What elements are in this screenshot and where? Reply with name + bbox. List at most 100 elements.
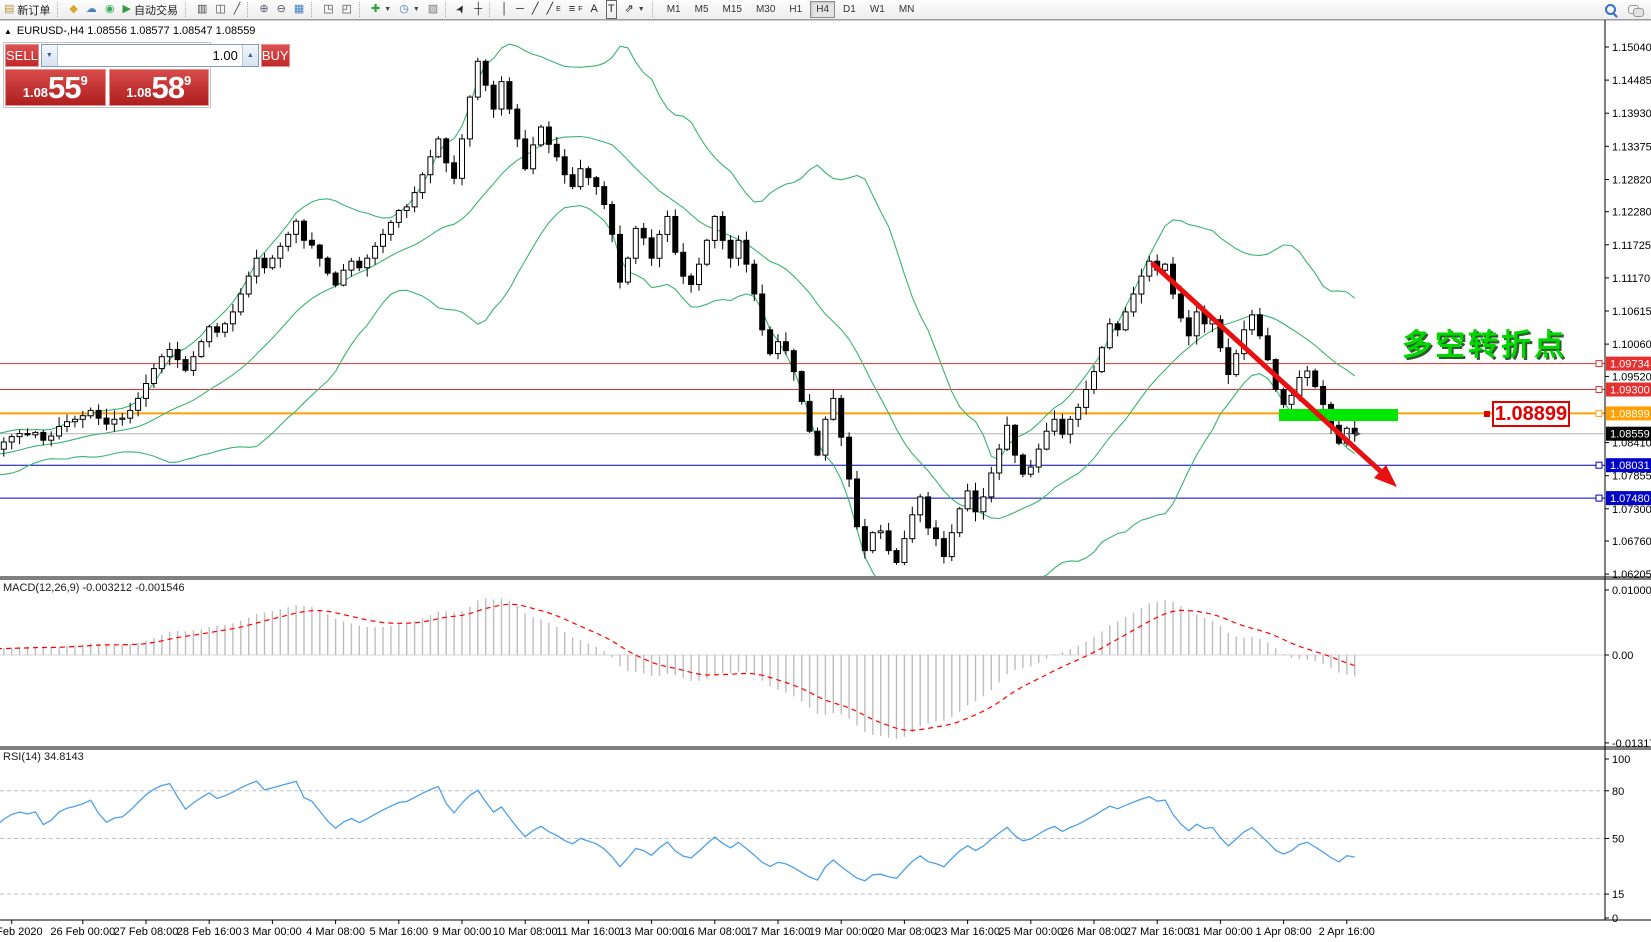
svg-text:1.15040: 1.15040	[1612, 42, 1651, 54]
svg-text:20 Mar 08:00: 20 Mar 08:00	[872, 926, 937, 938]
cursor-icon[interactable]: ➤	[453, 2, 469, 17]
toolbar-separator	[651, 2, 657, 17]
timeframe-m1[interactable]: M1	[666, 4, 681, 15]
svg-text:11 Mar 16:00: 11 Mar 16:00	[556, 926, 620, 938]
svg-text:25 Mar 00:00: 25 Mar 00:00	[998, 926, 1063, 938]
equidistant-channel-icon[interactable]: ╱ E	[546, 3, 561, 15]
svg-text:28 Feb 16:00: 28 Feb 16:00	[177, 926, 242, 938]
timeframe-h4[interactable]: H4	[810, 1, 836, 18]
svg-text:1.09734: 1.09734	[1610, 359, 1650, 371]
label-icon[interactable]: T	[602, 0, 621, 19]
svg-text:1.09300: 1.09300	[1610, 385, 1650, 397]
tile-windows-icon[interactable]: ▦	[293, 3, 305, 15]
svg-text:1.07480: 1.07480	[1610, 493, 1650, 505]
timeframe-w1[interactable]: W1	[869, 4, 885, 15]
svg-text:27 Feb 08:00: 27 Feb 08:00	[114, 926, 179, 938]
text-icon[interactable]: A	[590, 3, 598, 15]
svg-text:15: 15	[1612, 889, 1624, 901]
svg-text:17 Mar 16:00: 17 Mar 16:00	[746, 926, 811, 938]
layouts-icon[interactable]: ◆	[69, 3, 78, 15]
svg-text:13 Mar 00:00: 13 Mar 00:00	[619, 926, 684, 938]
svg-text:1.07855: 1.07855	[1612, 471, 1651, 483]
arrows-icon[interactable]: ⇗ ▼	[624, 3, 645, 15]
bar-chart-icon[interactable]: ▥	[196, 3, 208, 15]
sell-price-main: 55	[48, 70, 81, 105]
timeframe-toolbar: M1 M5 M15 M30 H1 H4 D1 W1 MN	[660, 0, 922, 19]
market-watch-icon[interactable]: ☁	[85, 3, 97, 15]
buy-price-prefix: 1.08	[126, 85, 152, 100]
buy-price-display[interactable]: 1.08 58 9	[108, 69, 209, 106]
svg-text:4 Mar 08:00: 4 Mar 08:00	[306, 926, 365, 938]
trendline-icon[interactable]: ╱	[531, 3, 539, 15]
zoom-out-icon[interactable]: ⊖	[276, 3, 286, 15]
indicator-window-alt-icon[interactable]: ◰	[341, 3, 353, 15]
chart-title: ▲ EURUSD-,H4 1.08556 1.08577 1.08547 1.0…	[4, 25, 255, 37]
volume-increase-button[interactable]: ▲	[241, 45, 258, 66]
svg-text:24 Feb 2020: 24 Feb 2020	[0, 926, 43, 938]
fibonacci-icon[interactable]: ≡ F	[568, 3, 583, 15]
timeframe-m30[interactable]: M30	[755, 4, 776, 15]
volume-stepper: ▼ ▲	[40, 44, 259, 67]
toolbar-separator	[445, 2, 450, 17]
add-indicator-button[interactable]: ✚ ▼	[371, 3, 392, 15]
svg-text:1.10615: 1.10615	[1612, 306, 1651, 318]
vertical-line-icon[interactable]: │	[501, 3, 509, 15]
timeframe-m5[interactable]: M5	[694, 4, 709, 15]
candlestick-chart-icon[interactable]: ◫	[215, 3, 226, 15]
svg-text:16 Mar 08:00: 16 Mar 08:00	[682, 926, 747, 938]
svg-text:9 Mar 00:00: 9 Mar 00:00	[433, 926, 492, 938]
toolbar-separator	[57, 2, 62, 17]
templates-button[interactable]: ▨	[427, 3, 439, 15]
broadcast-icon[interactable]: ◉	[104, 3, 115, 15]
svg-text:27 Mar 16:00: 27 Mar 16:00	[1125, 926, 1190, 938]
toolbar-left-groups: ▤ 新订单 ◆ ☁ ◉ ▶ 自动交易 ▥ ◫ ╱ ⊕ ⊖ ▦ ◳ ◰ ✚ ▼ ◷ ▼ ▨ ➤ ┼ │ ─ ╱ ╱ E ≡ F A T ⇗ ▼	[0, 0, 660, 19]
svg-text:3 Mar 00:00: 3 Mar 00:00	[243, 926, 302, 938]
chat-icon[interactable]	[1627, 2, 1644, 18]
svg-text:1.12820: 1.12820	[1612, 175, 1651, 187]
toolbar-separator	[311, 2, 316, 17]
new-order-button[interactable]: ▤ 新订单	[4, 3, 51, 17]
svg-text:2 Apr 16:00: 2 Apr 16:00	[1319, 926, 1375, 938]
timeframe-d1[interactable]: D1	[843, 4, 856, 15]
svg-text:5 Mar 16:00: 5 Mar 16:00	[369, 926, 428, 938]
sell-price-display[interactable]: 1.08 55 9	[5, 69, 106, 106]
svg-text:1.08031: 1.08031	[1610, 460, 1650, 472]
horizontal-line-icon[interactable]: ─	[516, 3, 524, 15]
svg-text:1.09520: 1.09520	[1612, 371, 1651, 383]
svg-text:1.08559: 1.08559	[1610, 429, 1650, 441]
timeframe-m15[interactable]: M15	[722, 4, 742, 15]
macd-indicator-label: MACD(12,26,9) -0.003212 -0.001546	[3, 582, 185, 594]
toolbar-separator	[489, 2, 494, 17]
timeframe-mn[interactable]: MN	[898, 4, 915, 15]
svg-text:1.13930: 1.13930	[1612, 108, 1651, 120]
autotrading-button[interactable]: ▶ 自动交易	[122, 3, 178, 17]
line-chart-icon[interactable]: ╱	[233, 3, 241, 15]
toolbar-right-group	[1603, 2, 1651, 18]
svg-text:1.10060: 1.10060	[1612, 339, 1651, 351]
buy-price-pip: 9	[184, 73, 192, 88]
toolbar-separator	[247, 2, 252, 17]
svg-text:100: 100	[1612, 754, 1630, 766]
buy-button[interactable]: BUY	[260, 44, 290, 67]
timeframe-h1[interactable]: H1	[789, 4, 803, 15]
volume-decrease-button[interactable]: ▼	[41, 45, 58, 66]
svg-text:80: 80	[1612, 786, 1624, 798]
periods-button[interactable]: ◷ ▼	[399, 3, 420, 15]
svg-text:19 Mar 00:00: 19 Mar 00:00	[809, 926, 874, 938]
sell-button[interactable]: SELL	[5, 44, 39, 67]
crosshair-icon[interactable]: ┼	[474, 3, 483, 15]
svg-text:1.13375: 1.13375	[1612, 141, 1651, 153]
volume-input[interactable]	[57, 45, 242, 66]
sell-price-pip: 9	[80, 73, 88, 88]
svg-text:0.00: 0.00	[1612, 650, 1633, 662]
zoom-in-icon[interactable]: ⊕	[259, 3, 269, 15]
svg-text:26 Mar 08:00: 26 Mar 08:00	[1062, 926, 1127, 938]
price-tag-label[interactable]: 1.08899	[1492, 401, 1570, 427]
search-icon[interactable]	[1603, 2, 1619, 18]
indicator-window-icon[interactable]: ◳	[323, 3, 334, 15]
svg-text:1.14485: 1.14485	[1612, 75, 1651, 87]
svg-text:50: 50	[1612, 834, 1624, 846]
svg-text:23 Mar 16:00: 23 Mar 16:00	[935, 926, 1000, 938]
one-click-trading-panel: SELL ▼ ▲ BUY 1.08 55 9 1.08 58 9	[3, 42, 290, 108]
